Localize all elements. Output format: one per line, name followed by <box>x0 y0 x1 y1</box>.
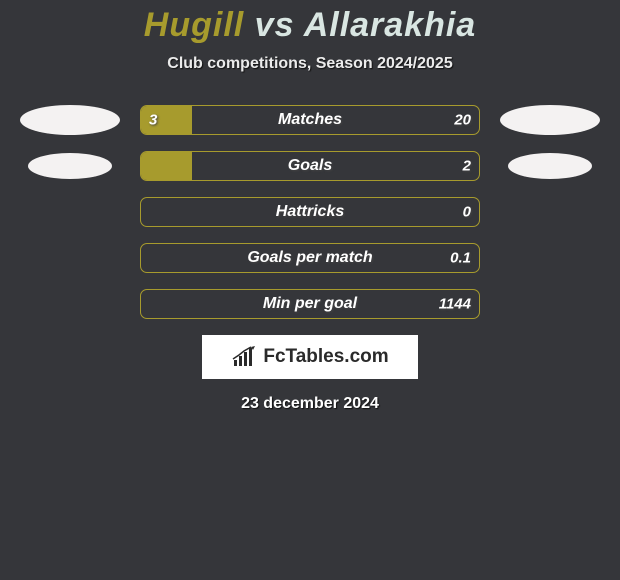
avatar-col-right <box>500 153 600 179</box>
stat-label: Goals per match <box>247 249 372 267</box>
player1-name: Hugill <box>144 6 244 44</box>
page-title: Hugill vs Allarakhia <box>0 0 620 45</box>
vs-text: vs <box>255 6 295 44</box>
stat-bar: Goals per match 0.1 <box>140 243 480 273</box>
stat-left-value: 3 <box>149 112 157 129</box>
stat-row: Goals 2 <box>0 151 620 181</box>
avatar-col-left <box>20 243 120 273</box>
avatar-col-left <box>20 153 120 179</box>
player1-avatar <box>28 153 112 179</box>
player2-avatar <box>508 153 592 179</box>
chart-icon <box>231 346 257 368</box>
avatar-col-left <box>20 105 120 135</box>
stat-row: Min per goal 1144 <box>0 289 620 319</box>
stat-bar-fill <box>141 152 192 180</box>
avatar-col-right <box>500 289 600 319</box>
avatar-col-right <box>500 105 600 135</box>
comparison-infographic: Hugill vs Allarakhia Club competitions, … <box>0 0 620 580</box>
logo-box: FcTables.com <box>202 335 418 379</box>
logo-text: FcTables.com <box>263 346 388 368</box>
stat-right-value: 0.1 <box>450 250 471 267</box>
player2-avatar <box>500 105 600 135</box>
stat-label: Goals <box>288 157 332 175</box>
stat-row: 3 Matches 20 <box>0 105 620 135</box>
stat-right-value: 2 <box>463 158 471 175</box>
stat-bar: Hattricks 0 <box>140 197 480 227</box>
stat-row: Goals per match 0.1 <box>0 243 620 273</box>
stat-label: Min per goal <box>263 295 357 313</box>
stat-bar: 3 Matches 20 <box>140 105 480 135</box>
player1-avatar <box>20 105 120 135</box>
avatar-col-left <box>20 289 120 319</box>
player2-name: Allarakhia <box>304 6 477 44</box>
stat-right-value: 0 <box>463 204 471 221</box>
avatar-col-right <box>500 243 600 273</box>
avatar-col-left <box>20 197 120 227</box>
stat-row: Hattricks 0 <box>0 197 620 227</box>
avatar-col-right <box>500 197 600 227</box>
date-text: 23 december 2024 <box>0 395 620 413</box>
stat-bar: Min per goal 1144 <box>140 289 480 319</box>
stat-bar: Goals 2 <box>140 151 480 181</box>
stat-label: Hattricks <box>276 203 344 221</box>
subtitle: Club competitions, Season 2024/2025 <box>0 55 620 73</box>
stat-right-value: 20 <box>454 112 471 129</box>
stat-right-value: 1144 <box>439 296 471 313</box>
stats-chart: 3 Matches 20 Goals 2 Hattricks 0 Goals per matc… <box>0 105 620 319</box>
stat-label: Matches <box>278 111 342 129</box>
